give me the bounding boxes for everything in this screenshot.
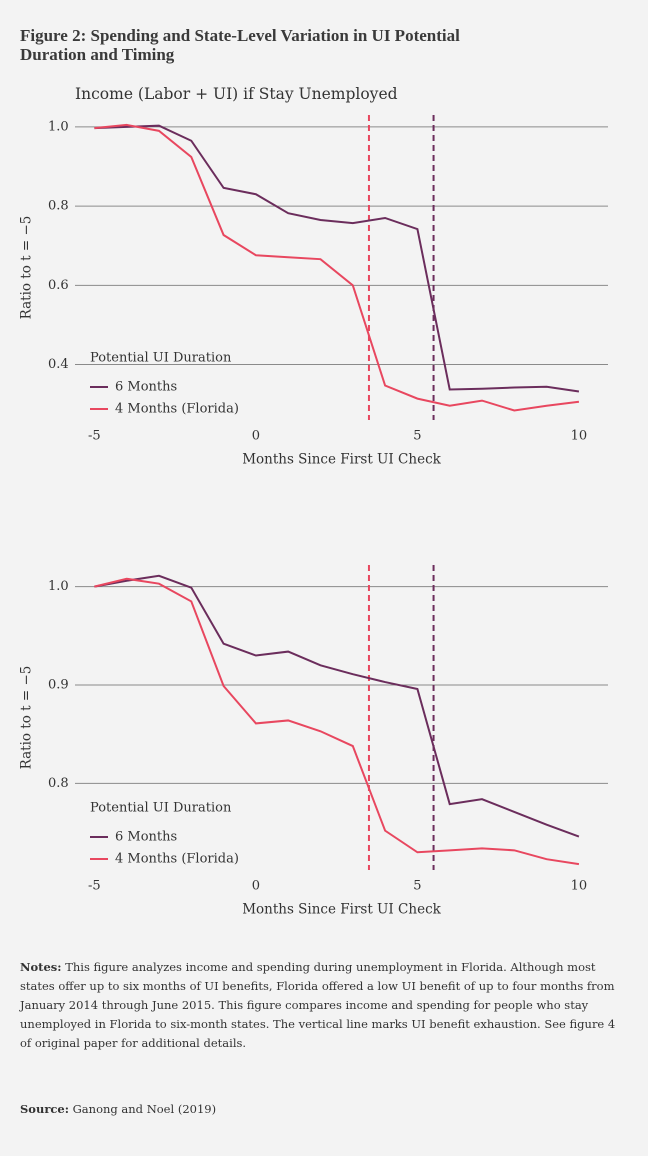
legend-label: 4 Months (Florida) — [115, 852, 239, 867]
x-tick-label: 0 — [252, 429, 260, 444]
series-line — [94, 123, 580, 412]
x-tick-label: 5 — [413, 429, 421, 444]
y-tick-label: 0.4 — [48, 357, 69, 372]
source: Source: Ganong and Noel (2019) — [20, 1100, 620, 1119]
x-axis-label: Months Since First UI Check — [242, 452, 441, 468]
legend-label: 6 Months — [115, 380, 177, 395]
x-tick-label: -5 — [88, 879, 101, 894]
series-line — [94, 124, 580, 393]
x-tick-label: -5 — [88, 429, 101, 444]
notes-label: Notes: — [20, 960, 62, 974]
x-tick-label: 5 — [413, 879, 421, 894]
notes: Notes: This figure analyzes income and s… — [20, 958, 620, 1053]
chart-title: Income (Labor + UI) if Stay Unemployed — [75, 85, 398, 103]
legend-label: 4 Months (Florida) — [115, 402, 239, 417]
y-axis-label: Ratio to t = −5 — [19, 216, 35, 320]
legend-label: 6 Months — [115, 830, 177, 845]
y-tick-label: 0.8 — [48, 199, 69, 214]
y-tick-label: 1.0 — [48, 579, 69, 594]
series-line — [94, 574, 580, 838]
series-line — [94, 577, 580, 866]
legend-title: Potential UI Duration — [90, 801, 232, 816]
x-tick-label: 10 — [571, 879, 588, 894]
x-axis-label: Months Since First UI Check — [242, 902, 441, 918]
source-label: Source: — [20, 1102, 69, 1116]
y-tick-label: 0.8 — [48, 776, 69, 791]
y-tick-label: 0.9 — [48, 678, 69, 693]
y-tick-label: 0.6 — [48, 278, 69, 293]
y-axis-label: Ratio to t = −5 — [19, 666, 35, 770]
x-tick-label: 10 — [571, 429, 588, 444]
figure-title: Figure 2: Spending and State-Level Varia… — [20, 26, 460, 64]
notes-text: This figure analyzes income and spending… — [20, 960, 616, 1050]
charts: Income (Labor + UI) if Stay Unemployed 0.… — [19, 85, 608, 918]
legend-title: Potential UI Duration — [90, 351, 232, 366]
x-tick-label: 0 — [252, 879, 260, 894]
source-text: Ganong and Noel (2019) — [72, 1102, 217, 1116]
y-tick-label: 1.0 — [48, 119, 69, 134]
